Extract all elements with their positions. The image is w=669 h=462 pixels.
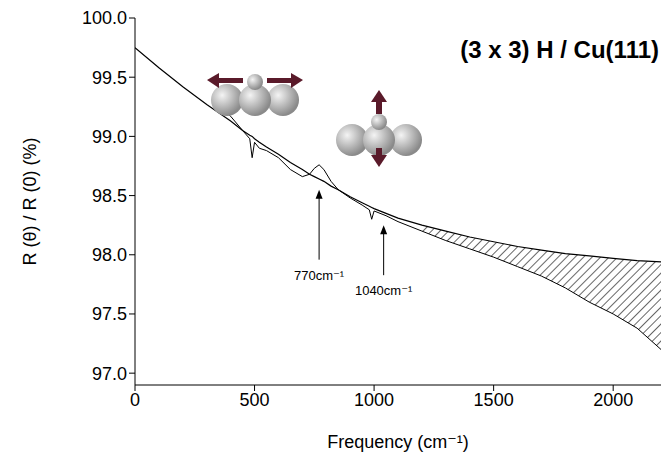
svg-text:R (θ) / R (0) (%): R (θ) / R (0) (%) <box>20 138 40 266</box>
svg-text:770cm⁻¹: 770cm⁻¹ <box>294 268 345 283</box>
svg-text:Frequency (cm⁻¹): Frequency (cm⁻¹) <box>327 432 469 452</box>
svg-text:99.0: 99.0 <box>92 127 127 147</box>
svg-text:98.0: 98.0 <box>92 245 127 265</box>
svg-text:500: 500 <box>240 390 270 410</box>
svg-text:1500: 1500 <box>474 390 514 410</box>
svg-text:97.5: 97.5 <box>92 304 127 324</box>
svg-text:1000: 1000 <box>354 390 394 410</box>
svg-text:97.0: 97.0 <box>92 364 127 384</box>
svg-text:99.5: 99.5 <box>92 68 127 88</box>
svg-text:98.5: 98.5 <box>92 186 127 206</box>
html-text:(3 x 3) H / Cu(111): (3 x 3) H / Cu(111) <box>460 36 659 63</box>
svg-text:0: 0 <box>130 390 140 410</box>
svg-text:2000: 2000 <box>593 390 633 410</box>
svg-text:1040cm⁻¹: 1040cm⁻¹ <box>355 283 413 298</box>
svg-text:100.0: 100.0 <box>82 8 127 28</box>
